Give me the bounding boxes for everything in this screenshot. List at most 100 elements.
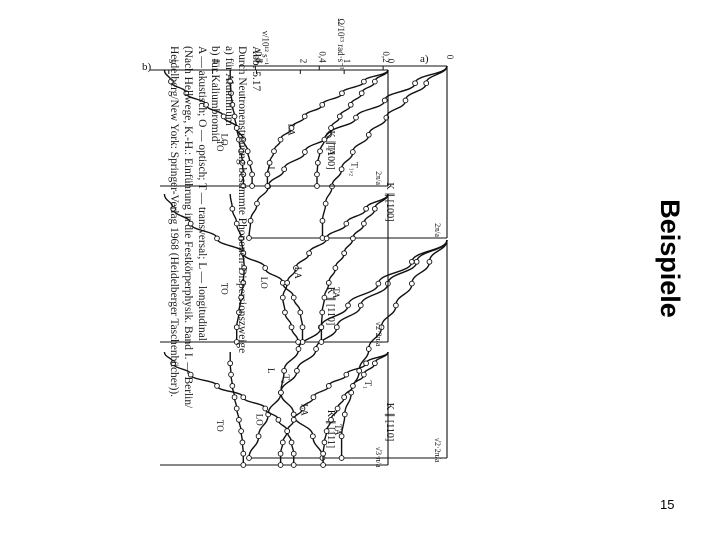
branch-label: TA [333, 424, 343, 436]
figure-label: Abb. 5.17 [250, 46, 262, 92]
data-point [353, 114, 359, 121]
tick-label: 0,2 [381, 51, 391, 62]
data-point [320, 462, 326, 468]
zone-edge-label: √2·2π/a [433, 438, 442, 463]
data-point [299, 324, 306, 331]
slide-title: Beispiele [648, 192, 690, 324]
tick-label: 5 [167, 59, 177, 64]
data-point [229, 101, 236, 108]
data-point [321, 439, 328, 446]
branch-label: L [266, 166, 276, 172]
caption-line: b) für Kaliumbromid [209, 46, 222, 142]
data-point [275, 416, 282, 423]
data-point [284, 428, 291, 434]
data-point [203, 101, 209, 108]
data-point [170, 205, 177, 212]
data-point [233, 220, 240, 227]
data-point [323, 235, 330, 242]
tick-label: 0 [386, 59, 396, 64]
tick-label: 3 [254, 59, 264, 64]
data-point [338, 455, 345, 461]
branch-label: TO [215, 140, 225, 152]
caption-line: Heidelberg/New York: Springer-Verlag 196… [168, 46, 181, 398]
data-point [187, 371, 194, 378]
tick-label: 0,6 [253, 51, 263, 63]
branch-label: TO [219, 283, 229, 295]
caption-line: a) für Aluminium [222, 46, 235, 126]
data-point [168, 78, 174, 85]
data-point [317, 148, 323, 155]
data-point [238, 148, 244, 155]
data-point [306, 250, 312, 257]
data-point [290, 462, 297, 468]
data-point [240, 183, 247, 189]
data-point [343, 220, 350, 227]
dispersion-curve-L [280, 239, 448, 459]
data-point [281, 166, 287, 173]
data-point [371, 205, 378, 212]
data-point [294, 367, 300, 374]
data-point [266, 159, 273, 166]
data-point [347, 101, 354, 108]
data-point [318, 324, 325, 331]
data-point [423, 80, 430, 87]
data-point [277, 136, 284, 143]
data-point [239, 439, 246, 446]
tick-label: 0,4 [317, 51, 327, 63]
zone-edge-label: √2·2π/a [374, 322, 383, 347]
data-point [238, 428, 244, 434]
data-point [409, 280, 415, 287]
zone-edge-label: √3·π/a [374, 447, 383, 468]
branch-label: LO [259, 277, 269, 289]
data-point [279, 294, 286, 301]
data-point [361, 220, 367, 227]
data-point [262, 405, 269, 412]
data-point [236, 136, 242, 143]
data-point [249, 171, 255, 178]
data-point [297, 309, 304, 316]
data-point [320, 450, 326, 457]
data-point [290, 450, 297, 457]
data-point [314, 183, 320, 189]
data-point [318, 339, 325, 345]
caption-line: A — akustisch; O — optisch; T — transver… [195, 46, 208, 341]
data-point [357, 302, 364, 309]
data-point [233, 324, 240, 331]
data-point [338, 166, 345, 173]
data-point [333, 324, 340, 331]
data-point [371, 78, 378, 85]
data-point [363, 205, 369, 212]
data-point [288, 125, 295, 131]
data-point [393, 302, 399, 309]
data-point [233, 339, 240, 345]
caption-line: Durch Neutronenstreuung bestimmte Phonon… [236, 46, 249, 354]
tick-label: 4 [211, 59, 221, 64]
data-point [220, 113, 227, 120]
data-point [381, 97, 388, 104]
data-point [310, 394, 317, 401]
data-point [277, 462, 284, 468]
data-point [214, 383, 220, 389]
branch-label: LA [300, 404, 310, 416]
data-point [426, 258, 433, 265]
zone-edge-label: 2π/a [374, 171, 383, 185]
data-point [361, 78, 367, 85]
data-point [345, 302, 351, 309]
data-point [240, 462, 247, 468]
tick-label: 0 [445, 55, 455, 60]
data-point [321, 294, 328, 301]
data-point [349, 149, 356, 155]
caption-line: (Nach Hellwege, K.-H.: Einführung in die… [182, 46, 195, 409]
data-point [233, 405, 240, 412]
data-point [240, 394, 247, 401]
data-point [277, 450, 284, 457]
data-point [244, 148, 251, 155]
data-point [240, 279, 247, 286]
data-point [246, 235, 252, 241]
data-point [187, 220, 194, 227]
chart-layer: a) 00,20,40,6 Ω/10¹³ rad·s⁻¹K ∥ [100]2π/aL… [142, 18, 455, 468]
data-point [262, 265, 269, 271]
branch-label: LO [254, 414, 264, 426]
